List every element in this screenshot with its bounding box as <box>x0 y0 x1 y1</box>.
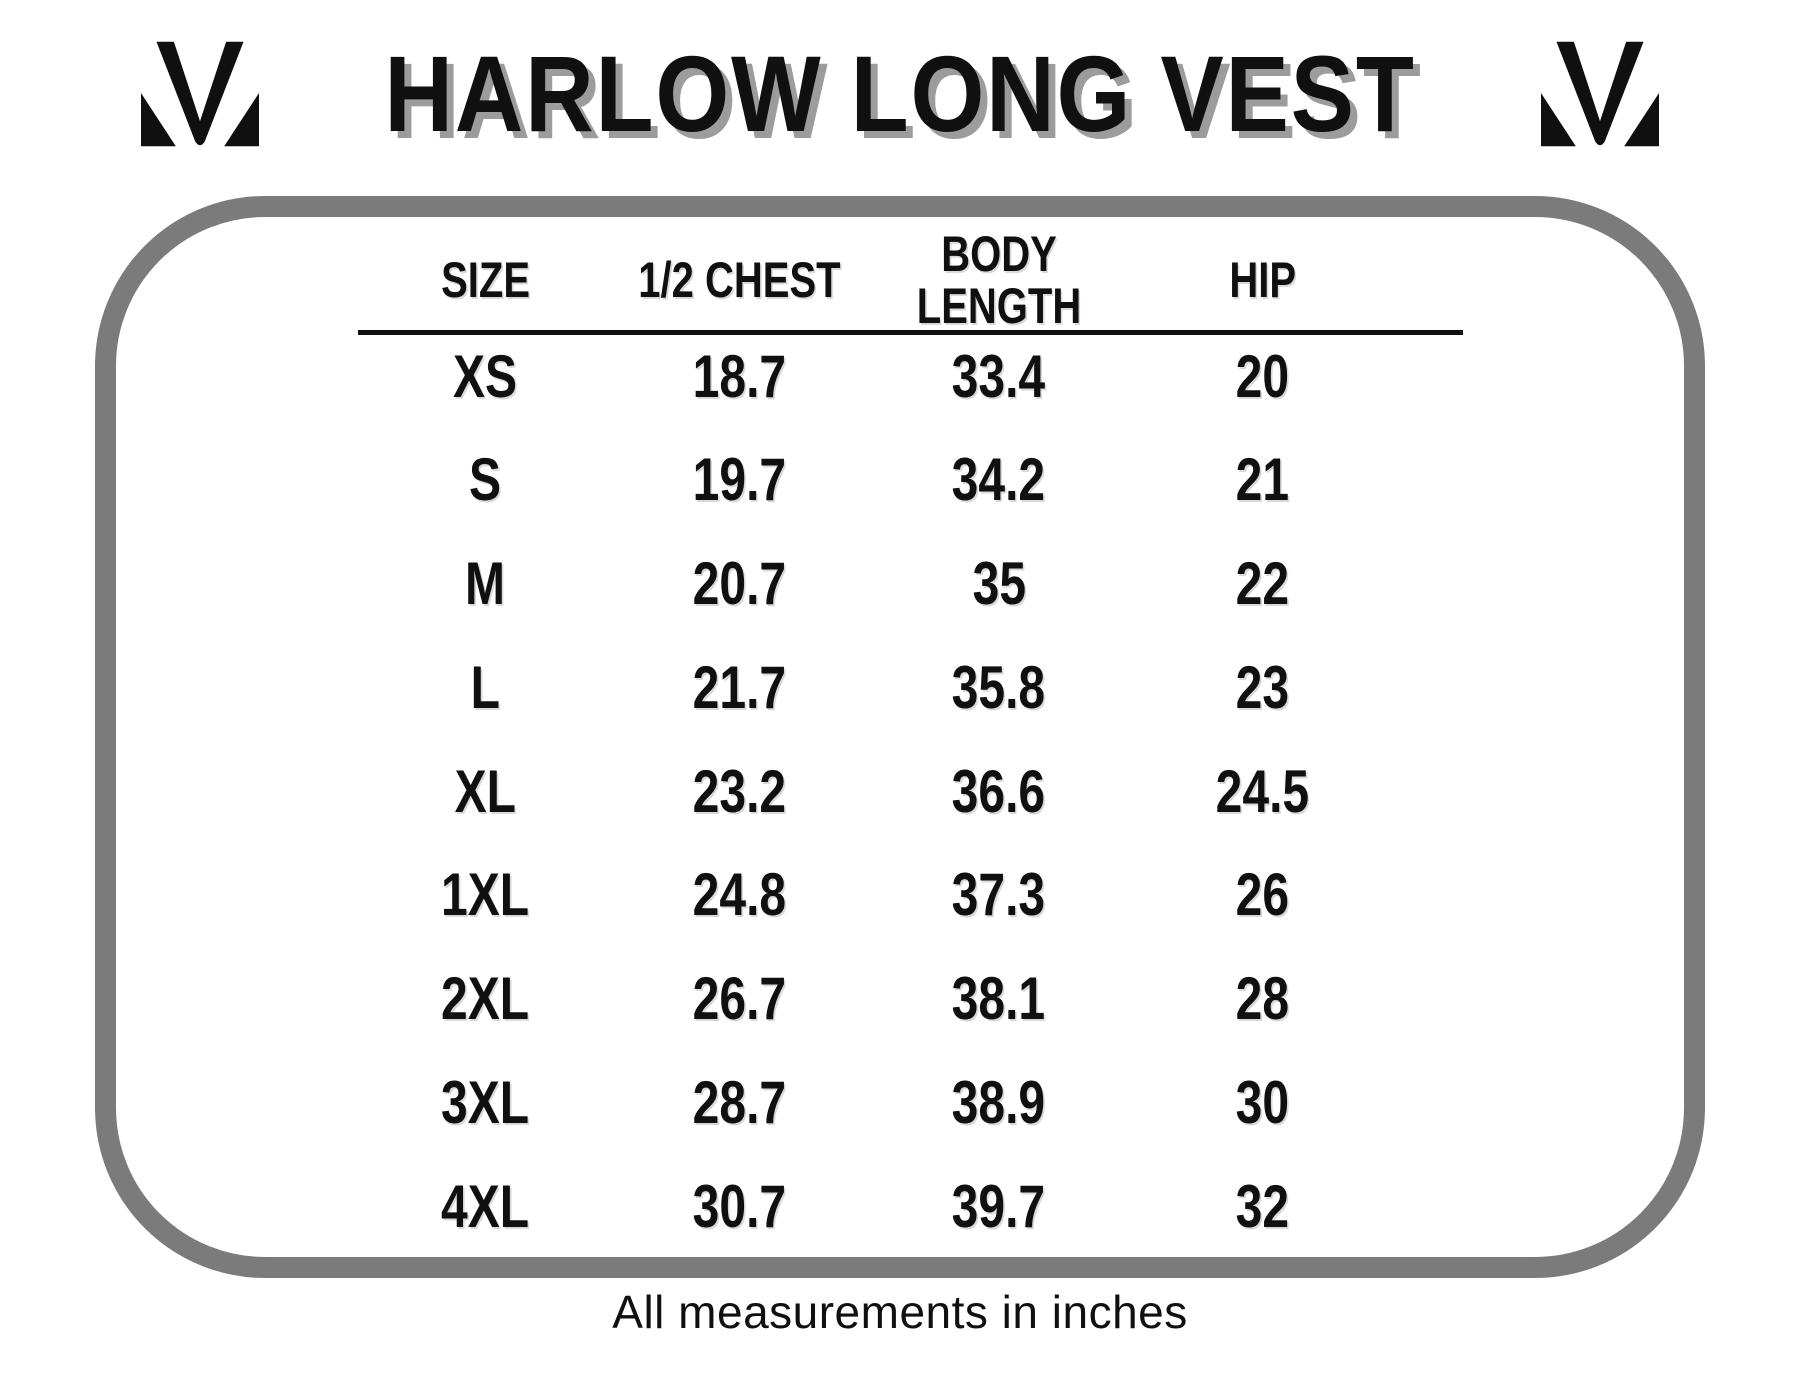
hip-cell: 30 <box>1235 1068 1289 1136</box>
body-length-cell: 35 <box>972 550 1026 618</box>
body-length-cell: 36.6 <box>952 757 1046 825</box>
size-cell: XS <box>453 342 518 410</box>
column-header-size: SIZE <box>440 252 530 308</box>
m-monogram-icon <box>1540 38 1659 150</box>
hip-cell: 26 <box>1235 861 1289 929</box>
table-row: L 21.7 35.8 23 <box>358 636 1463 740</box>
table-row: XL 23.2 36.6 24.5 <box>358 740 1463 844</box>
size-cell: L <box>470 653 500 721</box>
body-length-cell: 37.3 <box>952 861 1046 929</box>
half-chest-cell: 26.7 <box>692 965 786 1033</box>
body-length-cell: 38.1 <box>952 965 1046 1033</box>
table-row: 4XL 30.7 39.7 32 <box>358 1155 1463 1259</box>
body-length-cell: 38.9 <box>952 1068 1046 1136</box>
table-header-row: SIZE 1/2 CHEST BODY LENGTH HIP <box>358 225 1463 335</box>
size-cell: S <box>469 446 502 514</box>
half-chest-cell: 30.7 <box>692 1172 786 1240</box>
size-table-body: XS 18.7 33.4 20 S 19.7 34.2 21 M 20.7 35… <box>358 325 1463 1259</box>
masthead: HARLOW LONG VEST <box>0 34 1800 154</box>
body-length-cell: 39.7 <box>952 1172 1046 1240</box>
column-header-hip: HIP <box>1228 252 1296 308</box>
size-cell: M <box>465 550 506 618</box>
table-row: M 20.7 35 22 <box>358 533 1463 637</box>
m-monogram-icon <box>141 38 260 150</box>
half-chest-cell: 28.7 <box>692 1068 786 1136</box>
half-chest-cell: 23.2 <box>692 757 786 825</box>
hip-cell: 22 <box>1235 550 1289 618</box>
page-title: HARLOW LONG VEST <box>384 33 1416 154</box>
column-header-body-length: BODY LENGTH <box>916 226 1082 334</box>
table-row: 1XL 24.8 37.3 26 <box>358 844 1463 948</box>
header-divider <box>358 330 1463 335</box>
body-length-cell: 33.4 <box>952 342 1046 410</box>
half-chest-cell: 24.8 <box>692 861 786 929</box>
hip-cell: 23 <box>1235 653 1289 721</box>
body-length-cell: 34.2 <box>952 446 1046 514</box>
hip-cell: 21 <box>1235 446 1289 514</box>
measurements-note: All measurements in inches <box>612 1286 1188 1338</box>
half-chest-cell: 19.7 <box>692 446 786 514</box>
hip-cell: 20 <box>1235 342 1289 410</box>
hip-cell: 28 <box>1235 965 1289 1033</box>
table-row: 3XL 28.7 38.9 30 <box>358 1051 1463 1155</box>
body-length-cell: 35.8 <box>952 653 1046 721</box>
size-cell: 2XL <box>441 965 530 1033</box>
size-cell: 1XL <box>441 861 530 929</box>
hip-cell: 32 <box>1235 1172 1289 1240</box>
size-chart-frame <box>95 196 1705 1278</box>
table-row: XS 18.7 33.4 20 <box>358 325 1463 429</box>
half-chest-cell: 18.7 <box>692 342 786 410</box>
hip-cell: 24.5 <box>1215 757 1309 825</box>
column-header-half-chest: 1/2 CHEST <box>638 252 841 308</box>
half-chest-cell: 21.7 <box>692 653 786 721</box>
half-chest-cell: 20.7 <box>692 550 786 618</box>
size-cell: XL <box>454 757 516 825</box>
size-cell: 4XL <box>441 1172 530 1240</box>
table-row: 2XL 26.7 38.1 28 <box>358 948 1463 1052</box>
size-cell: 3XL <box>441 1068 530 1136</box>
table-row: S 19.7 34.2 21 <box>358 429 1463 533</box>
